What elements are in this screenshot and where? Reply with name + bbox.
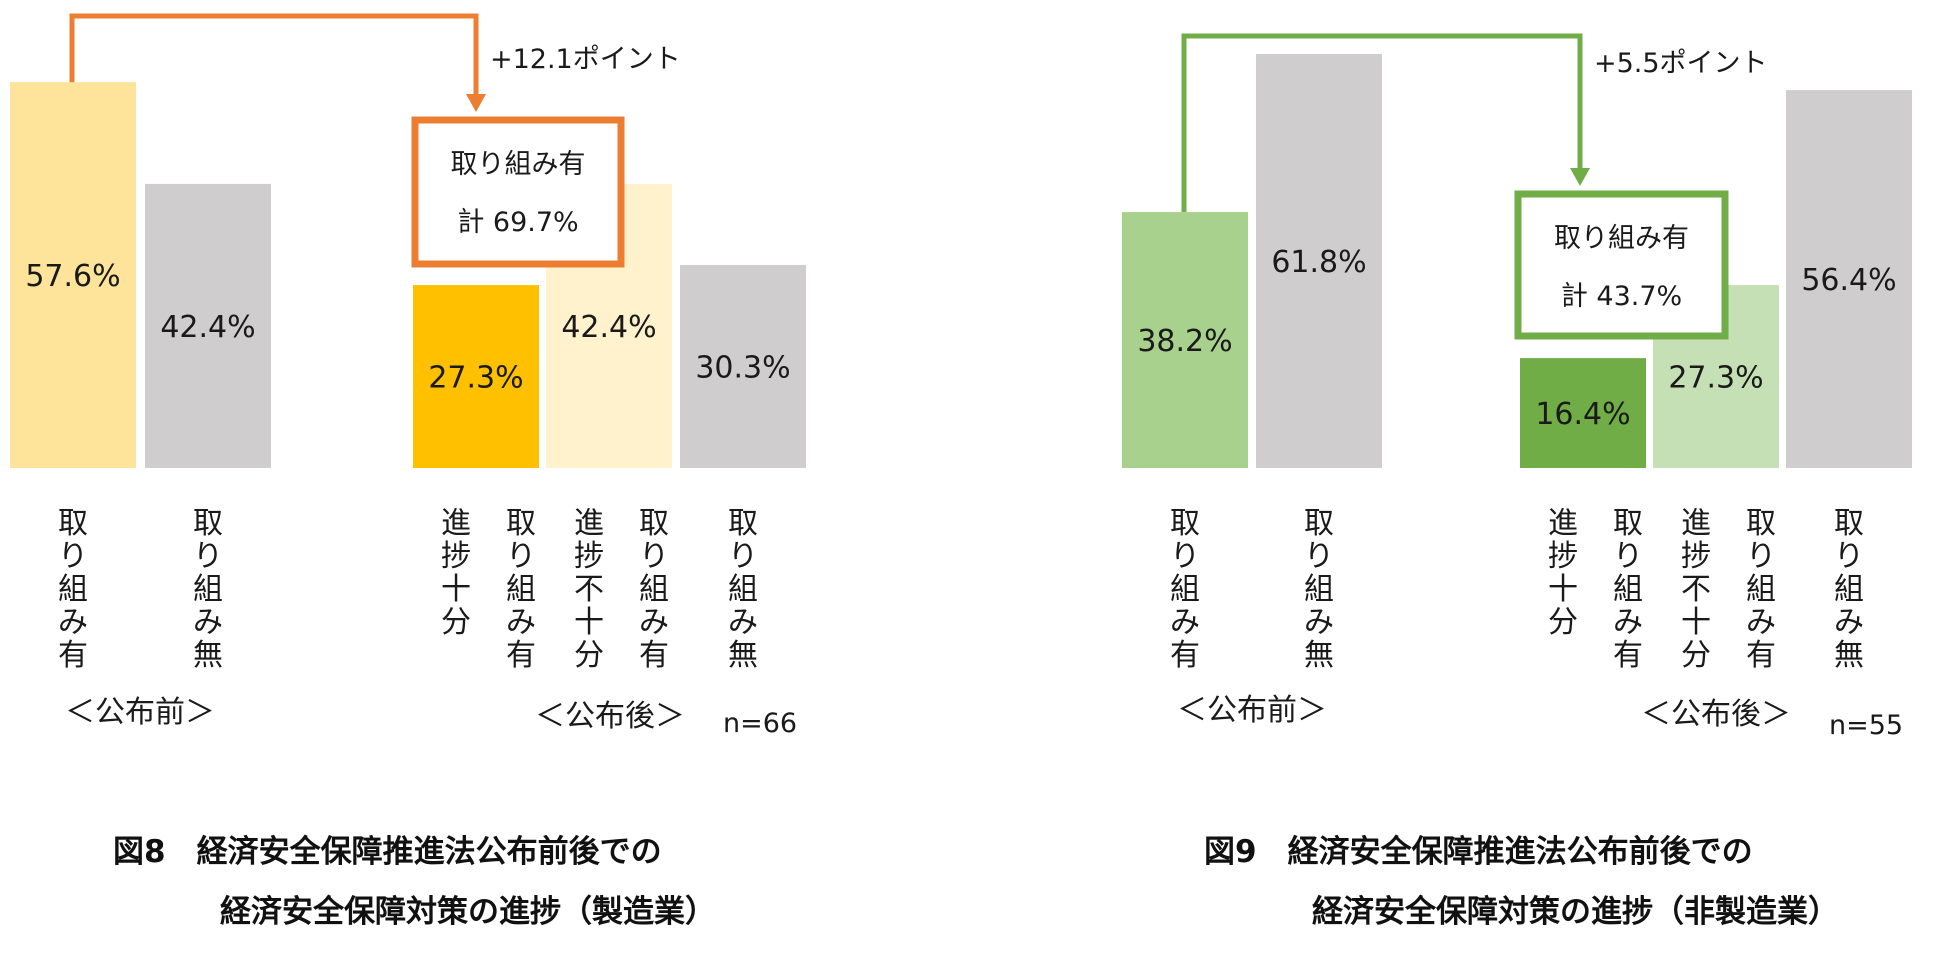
change-label: +5.5ポイント bbox=[1594, 48, 1768, 79]
bar-value-label: 42.4% bbox=[160, 310, 255, 345]
bar-value-label: 61.8% bbox=[1271, 245, 1366, 280]
category-label: 取り組み無 bbox=[193, 506, 223, 673]
category-label: 取り組み無 bbox=[1834, 506, 1864, 673]
change-arrow-line bbox=[69, 13, 479, 98]
group-label: ＜公布後＞ bbox=[1641, 697, 1791, 732]
bar-5 bbox=[680, 264, 806, 468]
change-arrow-head bbox=[1570, 168, 1590, 186]
total-box bbox=[1514, 190, 1729, 340]
category-label: 進捗十分 bbox=[441, 506, 471, 640]
bar-3 bbox=[413, 285, 539, 468]
bar-3 bbox=[1520, 358, 1646, 468]
category-label: 取り組み無 bbox=[1304, 506, 1334, 673]
category-label: 取り組み無 bbox=[728, 506, 758, 673]
category-label: 進捗不十分 bbox=[574, 506, 604, 673]
total-box-label: 取り組み有 bbox=[451, 149, 586, 180]
category-label: 進捗不十分 bbox=[1681, 506, 1711, 673]
figure-subtitle: 経済安全保障対策の進捗（製造業） bbox=[220, 894, 716, 930]
bar-value-label: 57.6% bbox=[25, 259, 120, 294]
category-label: 取り組み有 bbox=[1746, 506, 1776, 673]
sample-size-label: n=55 bbox=[1829, 710, 1903, 741]
chart-2: 38.2%61.8%16.4%27.3%56.4%取り組み有取り組み無進捗十分取… bbox=[1122, 33, 1912, 930]
total-box-label: 取り組み有 bbox=[1554, 223, 1689, 254]
change-arrow-line bbox=[1181, 33, 1583, 213]
bar-value-label: 27.3% bbox=[1668, 361, 1763, 396]
bar-2 bbox=[145, 183, 271, 469]
group-label: ＜公布後＞ bbox=[535, 699, 685, 734]
category-label: 取り組み有 bbox=[1170, 506, 1200, 673]
bar-value-label: 16.4% bbox=[1535, 397, 1630, 432]
category-label: 取り組み有 bbox=[58, 506, 88, 673]
bar-value-label: 56.4% bbox=[1801, 263, 1896, 298]
change-label: +12.1ポイント bbox=[490, 44, 681, 75]
group-label: ＜公布前＞ bbox=[1177, 693, 1327, 728]
figure-title: 図9 経済安全保障推進法公布前後での bbox=[1204, 834, 1753, 870]
category-label: 取り組み有 bbox=[639, 506, 669, 673]
bar-1 bbox=[10, 82, 136, 468]
figure-subtitle: 経済安全保障対策の進捗（非製造業） bbox=[1312, 894, 1839, 930]
bar-1 bbox=[1122, 212, 1248, 468]
bar-5 bbox=[1786, 90, 1912, 469]
group-label: ＜公布前＞ bbox=[65, 695, 215, 730]
bar-value-label: 42.4% bbox=[561, 310, 656, 345]
total-box-value: 計 69.7% bbox=[457, 207, 578, 238]
total-box bbox=[411, 116, 625, 268]
bar-value-label: 27.3% bbox=[428, 361, 523, 396]
figure-title: 図8 経済安全保障推進法公布前後での bbox=[113, 834, 662, 870]
change-arrow-head bbox=[466, 94, 486, 112]
category-label: 取り組み有 bbox=[506, 506, 536, 673]
bar-value-label: 38.2% bbox=[1137, 324, 1232, 359]
bar-2 bbox=[1256, 53, 1382, 468]
bar-value-label: 30.3% bbox=[695, 350, 790, 385]
chart-1: 57.6%42.4%27.3%42.4%30.3%取り組み有取り組み無進捗十分取… bbox=[10, 13, 806, 930]
category-label: 取り組み有 bbox=[1613, 506, 1643, 673]
sample-size-label: n=66 bbox=[723, 708, 797, 739]
total-box-value: 計 43.7% bbox=[1561, 281, 1682, 312]
category-label: 進捗十分 bbox=[1548, 506, 1578, 640]
